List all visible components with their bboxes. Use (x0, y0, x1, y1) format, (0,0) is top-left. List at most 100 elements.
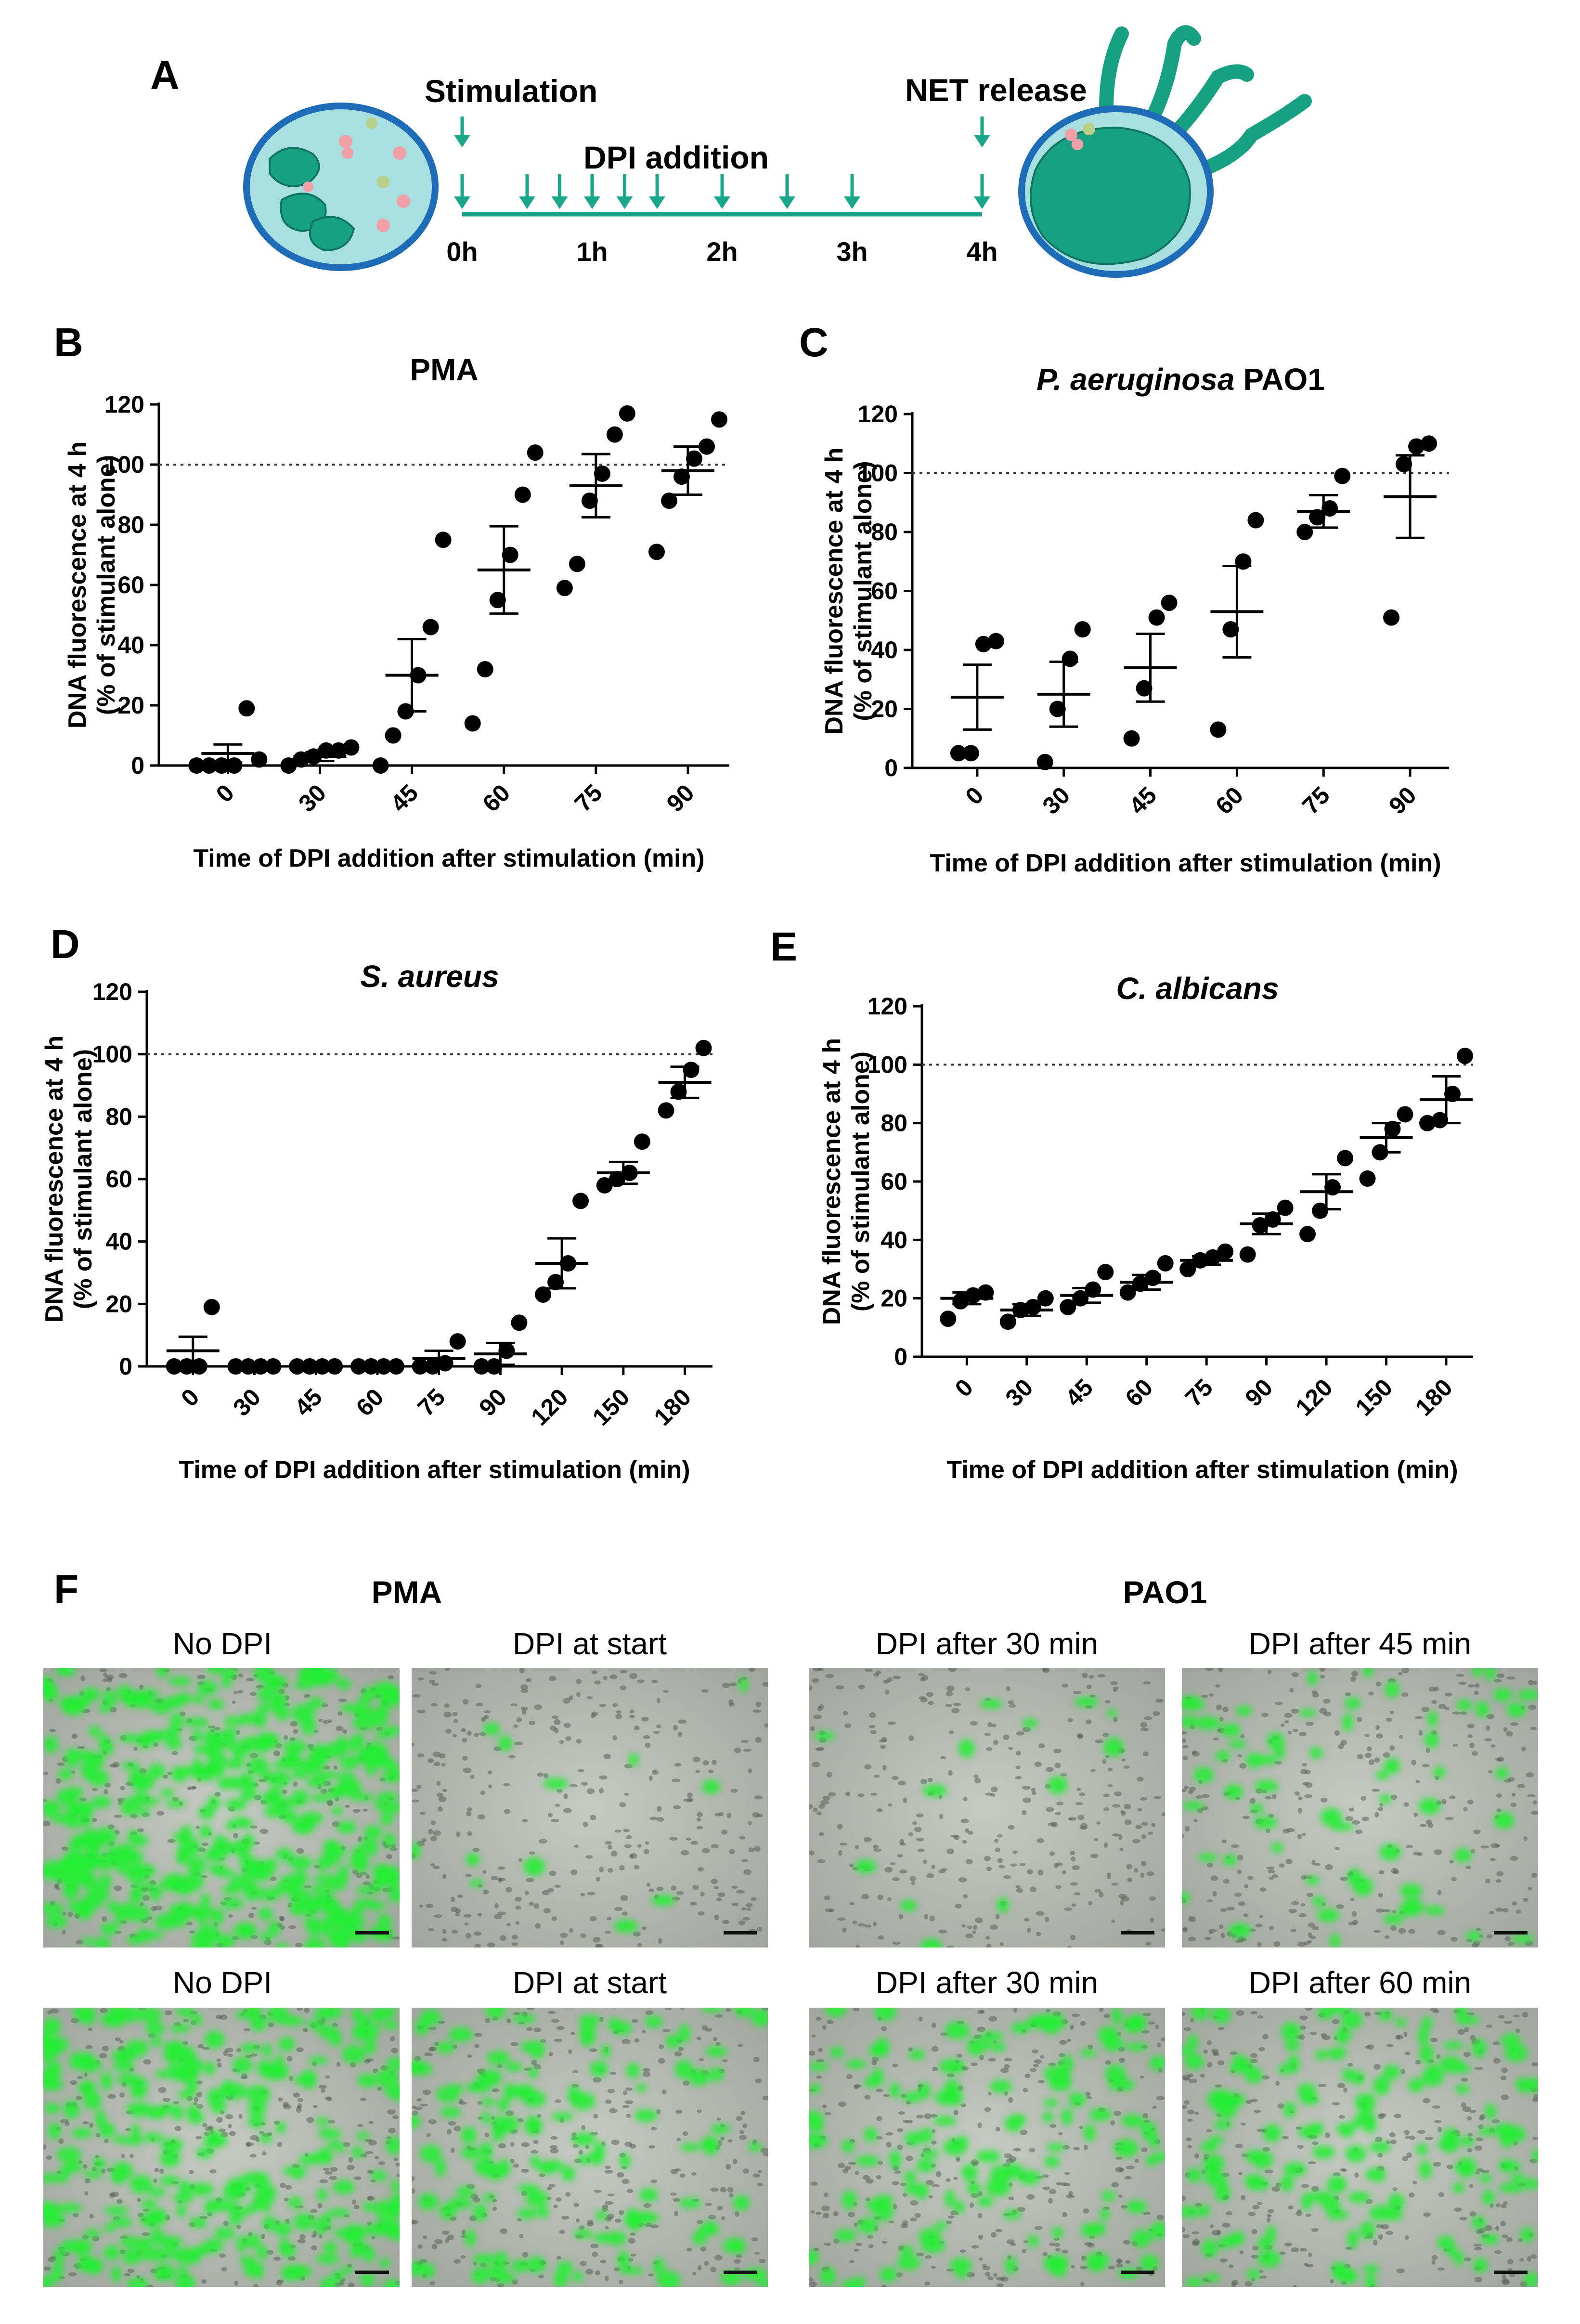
cell-speck (492, 2088, 500, 2092)
cell-speck (932, 2066, 938, 2071)
net-fluorescence-blob (571, 2132, 596, 2146)
cell-speck (1240, 1734, 1245, 1739)
cell-speck (514, 1741, 523, 1746)
cell-speck (1293, 2285, 1297, 2287)
cell-speck (118, 1673, 128, 1678)
net-fluorescence-blob (166, 1800, 186, 1808)
cell-speck (662, 2029, 671, 2032)
cell-speck (613, 2267, 621, 2272)
data-point (435, 532, 452, 548)
net-fluorescence-blob (809, 2250, 819, 2265)
net-fluorescence-blob (979, 2031, 1004, 2040)
cell-speck (876, 2116, 882, 2121)
cell-speck (759, 2259, 766, 2263)
net-fluorescence-blob (74, 1801, 93, 1817)
cell-speck (813, 1714, 822, 1719)
data-point (1312, 1202, 1329, 1219)
net-fluorescence-blob (1453, 2251, 1464, 2266)
cell-speck (312, 2105, 318, 2108)
net-fluorescence-blob (967, 2038, 985, 2056)
cell-speck (586, 1696, 593, 1700)
cell-speck (1143, 1681, 1151, 1685)
cell-speck (960, 1818, 969, 1824)
x-tick-label: 90 (1384, 781, 1422, 819)
cell-speck (417, 1753, 424, 1758)
data-point (1421, 435, 1438, 452)
cell-speck (1386, 1717, 1392, 1722)
cell-speck (752, 2173, 760, 2178)
data-point (1136, 680, 1153, 697)
cell-speck (1114, 1791, 1122, 1796)
cell-speck (1268, 2209, 1274, 2213)
net-fluorescence-blob (242, 1924, 252, 1939)
cell-speck (1413, 1851, 1420, 1856)
cell-speck (993, 2273, 997, 2277)
cell-speck (1108, 2265, 1115, 2270)
net-fluorescence-blob (461, 2126, 477, 2144)
net-fluorescence-blob (351, 2146, 364, 2159)
net-fluorescence-blob (43, 1902, 64, 1915)
cell-speck (259, 2130, 264, 2134)
cell-speck (1034, 1762, 1042, 1767)
net-fluorescence-blob (168, 2040, 185, 2060)
cell-speck (516, 1717, 522, 1723)
cell-speck (76, 1940, 84, 1945)
net-fluorescence-blob (525, 2190, 548, 2207)
cell-speck (277, 2097, 283, 2102)
cell-speck (515, 1905, 521, 1910)
cell-speck (1495, 1758, 1502, 1761)
x-tick-label: 45 (385, 779, 423, 817)
net-fluorescence-blob (267, 1787, 283, 1802)
net-fluorescence-blob (243, 1833, 255, 1849)
cell-speck (623, 2090, 627, 2095)
cell-speck (816, 2059, 824, 2063)
net-fluorescence-blob (1345, 2145, 1366, 2163)
cell-speck (1031, 1788, 1036, 1792)
cell-speck (1343, 2087, 1347, 2093)
net-fluorescence-blob (1121, 2114, 1144, 2128)
net-fluorescence-blob (317, 2025, 339, 2039)
cell-speck (1498, 2015, 1505, 2019)
net-fluorescence-blob (389, 1690, 400, 1707)
net-fluorescence-blob (902, 2091, 922, 2103)
cell-speck (570, 1869, 578, 1875)
cell-speck (1486, 1714, 1495, 1719)
net-fluorescence-blob (1416, 2143, 1428, 2156)
cell-speck (1452, 1743, 1458, 1747)
cell-speck (1182, 2012, 1185, 2016)
net-fluorescence-blob (272, 1760, 297, 1769)
net-fluorescence-blob (1317, 1909, 1340, 1922)
cell-speck (572, 2070, 578, 2074)
cell-speck (1398, 1928, 1406, 1934)
net-fluorescence-blob (262, 2044, 272, 2057)
net-fluorescence-blob (922, 1784, 947, 1797)
scale-bar (1121, 1931, 1154, 1935)
x-tick-label: 75 (1297, 781, 1335, 819)
cell-speck (581, 2125, 585, 2130)
cell-speck (1134, 1868, 1138, 1873)
cell-speck (143, 2059, 151, 2065)
net-fluorescence-blob (657, 2271, 681, 2287)
cell-speck (727, 2139, 733, 2143)
cell-speck (718, 1812, 724, 1816)
cell-speck (245, 2055, 252, 2059)
cell-speck (1143, 1716, 1153, 1720)
cell-speck (609, 2108, 618, 2114)
cell-speck (73, 2213, 79, 2218)
net-fluorescence-blob (989, 2080, 1012, 2093)
cell-speck (1527, 1794, 1536, 1798)
cell-speck (732, 2158, 738, 2165)
net-fluorescence-blob (1103, 1738, 1124, 1757)
cell-speck (577, 1769, 584, 1773)
cell-speck (988, 2016, 997, 2022)
net-fluorescence-blob (216, 1934, 235, 1947)
x-tick-label: 30 (293, 779, 331, 817)
cell-speck (429, 2281, 436, 2285)
cell-speck (256, 2137, 260, 2142)
cell-speck (612, 1703, 618, 1707)
cell-speck (893, 1675, 901, 1679)
cell-speck (629, 1709, 635, 1714)
cell-speck (319, 2179, 328, 2183)
